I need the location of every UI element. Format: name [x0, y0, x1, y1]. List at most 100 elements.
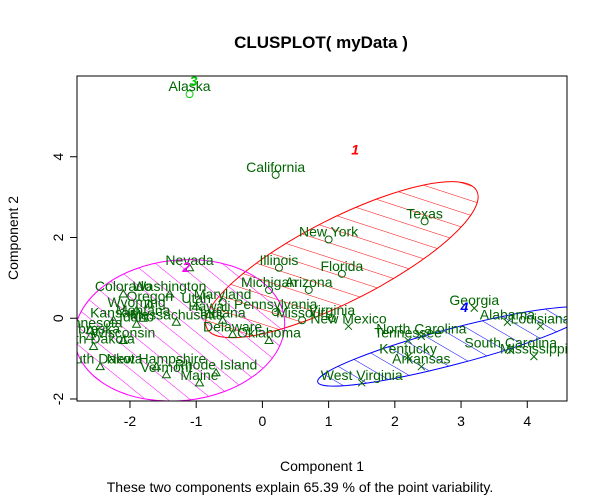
point-marker — [506, 346, 515, 355]
y-tick-label: 4 — [50, 153, 66, 161]
point-marker — [171, 317, 182, 326]
point-marker — [131, 305, 142, 314]
point-marker — [211, 367, 221, 377]
point-label: Delaware — [203, 318, 262, 334]
point-marker — [327, 314, 336, 323]
point-label: North Carolina — [376, 320, 466, 336]
x-axis-label: Component 1 — [280, 458, 364, 474]
point-label: Louisiana — [511, 310, 571, 326]
point-marker — [138, 313, 149, 322]
cluster-3-id-label: 3 — [190, 73, 198, 89]
x-tick-label: 3 — [457, 413, 465, 429]
x-tick-label: 2 — [391, 413, 399, 429]
point-marker — [420, 217, 429, 226]
cluster-2-id-label: 2 — [181, 259, 190, 275]
chart-title: CLUSPLOT( myData ) — [234, 33, 408, 52]
point-label: Maine — [180, 367, 218, 383]
point-marker — [404, 336, 412, 345]
chart-subtitle: These two components explain 65.39 % of … — [107, 479, 494, 495]
point-label: South Dakota — [58, 351, 143, 367]
point-label: West Virginia — [321, 367, 403, 383]
point-label: Alabama — [480, 306, 535, 322]
cluster-number-labels: 1 2 3 4 — [181, 73, 468, 315]
points-layer — [85, 90, 545, 387]
point-marker — [118, 335, 129, 344]
point-label: California — [246, 159, 305, 175]
point-label: Utah — [181, 290, 211, 306]
point-label: Tennessee — [374, 324, 442, 340]
point-marker — [164, 289, 175, 298]
point-label: Illinois — [260, 252, 299, 268]
point-label: New York — [299, 224, 359, 240]
point-label: New Hampshire — [107, 351, 207, 367]
point-label: Oregon — [126, 288, 173, 304]
point-label: Arkansas — [392, 351, 450, 367]
point-label: Kentucky — [379, 341, 437, 357]
point-label: Vermont — [140, 359, 192, 375]
point-label: Indiana — [200, 304, 246, 320]
point-label: Idaho — [119, 308, 154, 324]
point-marker — [417, 362, 426, 371]
point-label: Rhode Island — [175, 357, 258, 373]
point-label: Maryland — [194, 286, 252, 302]
point-marker — [503, 318, 512, 327]
point-marker — [118, 289, 129, 298]
point-marker — [88, 341, 99, 350]
point-marker — [194, 377, 205, 387]
point-marker — [271, 308, 280, 317]
point-marker — [357, 378, 366, 387]
point-label: Oklahoma — [237, 324, 301, 340]
point-marker — [185, 90, 194, 99]
point-marker — [324, 235, 333, 244]
point-marker — [191, 301, 202, 310]
point-label: Pennsylvania — [234, 296, 317, 312]
point-marker — [265, 285, 274, 294]
point-label: Wyoming — [107, 294, 165, 310]
point-marker — [184, 262, 195, 272]
point-marker — [227, 329, 238, 338]
point-label: South Carolina — [464, 335, 557, 351]
point-label: North Dakota — [52, 330, 135, 346]
cluster-4-ellipse — [317, 306, 567, 387]
point-label: Mississippi — [500, 341, 568, 357]
point-marker — [151, 361, 162, 371]
point-label: Texas — [406, 205, 443, 221]
point-marker — [264, 335, 274, 344]
point-marker — [298, 316, 307, 325]
cluster-layer — [77, 181, 567, 401]
y-tick-label: 0 — [50, 314, 66, 322]
point-marker — [108, 315, 119, 324]
point-label: Alaska — [169, 78, 211, 94]
point-marker — [161, 369, 172, 379]
point-label: Florida — [320, 258, 363, 274]
point-marker — [337, 269, 346, 278]
point-label: Nevada — [165, 252, 213, 268]
point-label: Colorado — [95, 278, 152, 294]
x-tick-label: -1 — [190, 413, 203, 429]
point-label: Wisconsin — [91, 324, 155, 340]
point-marker — [470, 304, 479, 312]
cluster-1-id-label: 1 — [351, 142, 359, 158]
x-axis: -2 -1 0 1 2 3 4 — [124, 400, 531, 429]
point-marker — [95, 361, 106, 371]
point-label: Hawaii — [188, 298, 230, 314]
point-marker — [344, 322, 353, 331]
point-label: Massachusetts — [130, 306, 223, 322]
point-marker — [204, 309, 215, 318]
point-marker — [144, 299, 155, 308]
point-label: New Mexico — [310, 310, 386, 326]
x-tick-label: 0 — [259, 413, 267, 429]
x-tick-label: 4 — [523, 413, 531, 429]
x-tick-label: -2 — [124, 413, 137, 429]
y-axis: -2 0 2 4 — [50, 153, 78, 406]
point-marker — [417, 332, 426, 341]
cluster-4-id-label: 4 — [459, 299, 468, 315]
point-marker — [274, 263, 283, 272]
point-label: Georgia — [449, 292, 499, 308]
point-label: Washington — [133, 278, 206, 294]
point-marker — [271, 170, 280, 179]
point-marker — [217, 315, 228, 324]
point-marker — [85, 331, 96, 340]
y-tick-label: -2 — [50, 393, 66, 406]
